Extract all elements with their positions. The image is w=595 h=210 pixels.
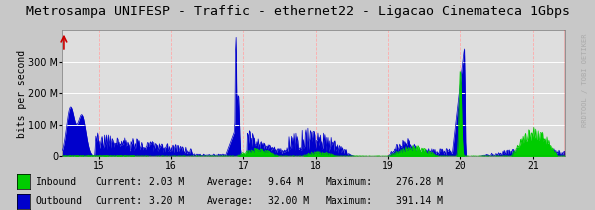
Text: Outbound: Outbound (36, 196, 83, 206)
Text: Maximum:: Maximum: (326, 177, 373, 187)
Text: Maximum:: Maximum: (326, 196, 373, 206)
Text: Average:: Average: (207, 177, 254, 187)
Text: RRDTOOL / TOBI OETIKER: RRDTOOL / TOBI OETIKER (582, 33, 588, 127)
Text: 32.00 M: 32.00 M (268, 196, 309, 206)
Y-axis label: bits per second: bits per second (17, 49, 27, 138)
Text: 276.28 M: 276.28 M (396, 177, 443, 187)
Text: Metrosampa UNIFESP - Traffic - ethernet22 - Ligacao Cinemateca 1Gbps: Metrosampa UNIFESP - Traffic - ethernet2… (26, 5, 569, 18)
Text: 2.03 M: 2.03 M (149, 177, 184, 187)
Text: 9.64 M: 9.64 M (268, 177, 303, 187)
Text: Average:: Average: (207, 196, 254, 206)
Text: Current:: Current: (95, 177, 142, 187)
Text: Current:: Current: (95, 196, 142, 206)
Text: 3.20 M: 3.20 M (149, 196, 184, 206)
Text: Inbound: Inbound (36, 177, 77, 187)
Text: 391.14 M: 391.14 M (396, 196, 443, 206)
